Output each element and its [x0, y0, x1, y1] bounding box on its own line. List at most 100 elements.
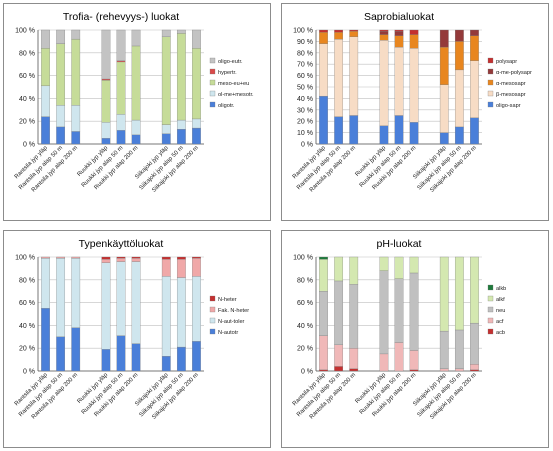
legend-swatch	[209, 317, 216, 324]
legend-label: oligo-sapr	[496, 103, 521, 109]
chart-svg-typenkaytto: Typenkäyttöluokat 0 % 20 % 40 % 60 % 80 % 100 …	[14, 238, 249, 421]
legend-label: alkf	[496, 297, 505, 303]
y-tick-label: 40 %	[297, 96, 313, 103]
bar-segment	[116, 114, 126, 131]
y-tick-label: 100 %	[293, 28, 313, 35]
legend-label: polysapr	[496, 59, 517, 65]
bar-segment	[454, 256, 464, 331]
bar-segment	[131, 45, 141, 121]
bar-segment	[334, 256, 344, 282]
bar-segment	[334, 29, 344, 33]
bar-segment	[161, 124, 171, 134]
bar-segment	[192, 118, 201, 129]
legend-label: neu	[496, 308, 505, 314]
y-tick-label: 30 %	[297, 107, 313, 114]
legend-label: N-heter	[218, 297, 237, 303]
y-tick-label: 50 %	[297, 85, 313, 92]
bar-segment	[116, 130, 126, 145]
y-tick-label: 60 %	[19, 73, 35, 80]
bar-segment	[349, 30, 359, 37]
bar-segment	[394, 256, 404, 279]
bar-segment	[161, 36, 171, 125]
bar-segment	[71, 257, 81, 328]
chart-title: Saprobialuokat	[364, 11, 434, 23]
bar-segment	[56, 29, 66, 44]
bar-segment	[439, 256, 449, 332]
bar-segment	[131, 343, 141, 372]
bar-segment	[379, 40, 389, 126]
legend-label: oligo-eutr.	[218, 59, 243, 65]
legend-swatch	[487, 284, 494, 291]
bar-segment	[379, 256, 389, 271]
bar-segment	[319, 259, 328, 292]
bar-segment	[116, 335, 126, 372]
bar-segment	[319, 32, 328, 44]
bar-segment	[101, 138, 111, 145]
legend-swatch	[487, 68, 494, 75]
bar-segment	[56, 257, 66, 337]
bar-segment	[394, 30, 404, 36]
legend-label: oligotr.	[218, 103, 235, 109]
bar-segment	[101, 78, 111, 81]
bar-segment	[394, 46, 404, 116]
y-tick-label: 60 %	[297, 73, 313, 80]
bar-segment	[439, 368, 449, 372]
bar-segment	[319, 369, 328, 372]
bar-segment	[176, 29, 186, 34]
legend-swatch	[209, 295, 216, 302]
bar-segment	[192, 29, 201, 49]
bar-segment	[192, 48, 201, 120]
bar-segment	[116, 61, 126, 115]
bar-segment	[41, 256, 50, 259]
bar-segment	[131, 29, 141, 47]
bar-segment	[131, 261, 141, 344]
bar-segment	[409, 122, 419, 145]
legend-swatch	[487, 79, 494, 86]
y-tick-label: 70 %	[297, 62, 313, 69]
bar-segment	[319, 29, 328, 33]
legend-swatch	[487, 306, 494, 313]
bar-segment	[56, 126, 66, 145]
y-tick-label: 100 %	[15, 28, 35, 35]
bar-segment	[176, 129, 186, 145]
bar-segment	[161, 133, 171, 145]
bar-segment	[470, 117, 479, 145]
y-tick-label: 80 %	[297, 277, 313, 284]
bar-segment	[41, 257, 50, 309]
bar-segment	[439, 330, 449, 369]
chart-title: pH-luokat	[377, 238, 422, 250]
bar-segment	[71, 29, 81, 40]
bar-segment	[409, 48, 419, 123]
bar-segment	[41, 85, 50, 117]
legend-swatch	[209, 57, 216, 64]
bar-segment	[41, 48, 50, 87]
bar-segment	[319, 335, 328, 371]
bar-segment	[101, 256, 111, 260]
bar-segment	[319, 291, 328, 336]
y-tick-label: 40 %	[297, 323, 313, 330]
chart-title: Typenkäyttöluokat	[79, 238, 164, 250]
bar-segment	[409, 34, 419, 49]
bar-segment	[192, 127, 201, 145]
bar-segment	[176, 277, 186, 348]
y-tick-label: 80 %	[19, 277, 35, 284]
bar-segment	[71, 131, 81, 145]
y-tick-label: 0 %	[23, 369, 35, 376]
y-tick-label: 100 %	[293, 255, 313, 262]
chart-panel-typenkaytto: Typenkäyttöluokat 0 % 20 % 40 % 60 % 80 % 100 …	[3, 230, 271, 448]
y-tick-label: 0 %	[301, 142, 313, 149]
bar-segment	[454, 329, 464, 369]
bar-segment	[470, 29, 479, 36]
bar-segment	[71, 38, 81, 106]
bar-segment	[56, 43, 66, 106]
bar-segment	[131, 119, 141, 136]
bar-segment	[116, 261, 126, 336]
bar-segment	[409, 272, 419, 351]
chart-svg-saprobia: Saprobialuokat 0 % 10 % 20 % 30 % 40 % 50 % 60 …	[292, 11, 532, 194]
bar-segment	[454, 29, 464, 42]
bar-segment	[116, 29, 126, 61]
bar-segment	[101, 29, 111, 80]
chart-panel-saprobia: Saprobialuokat 0 % 10 % 20 % 30 % 40 % 50 % 60 …	[281, 3, 549, 221]
y-tick-label: 20 %	[19, 346, 35, 353]
bar-segment	[439, 132, 449, 145]
